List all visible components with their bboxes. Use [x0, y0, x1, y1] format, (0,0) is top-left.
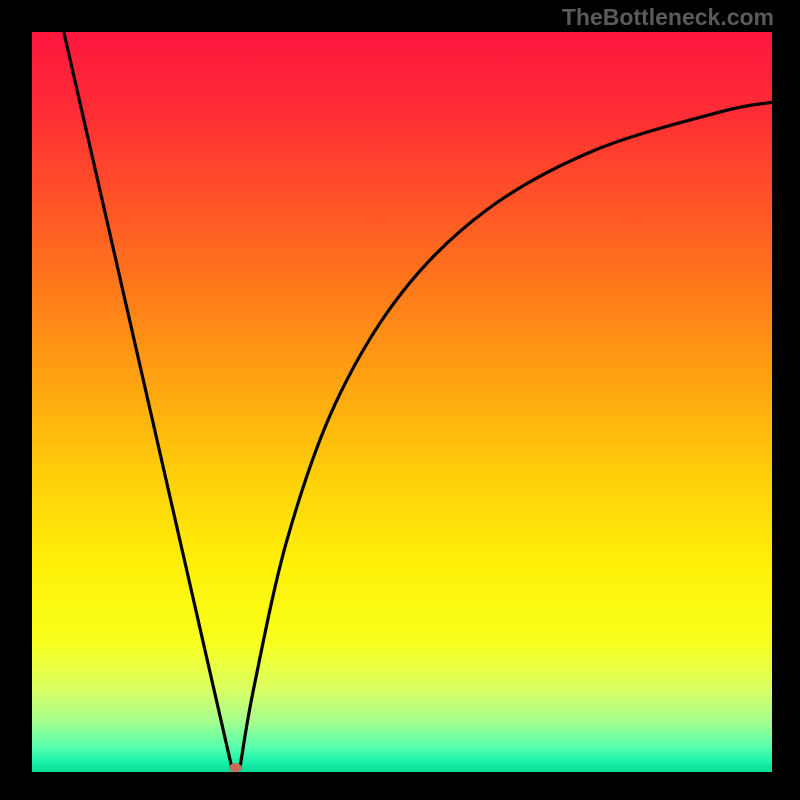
curve-left-branch [64, 32, 232, 768]
watermark-text: TheBottleneck.com [562, 4, 774, 31]
plot-area [32, 32, 772, 772]
vertex-marker [229, 763, 242, 772]
chart-svg [32, 32, 772, 772]
curve-right-branch [240, 102, 772, 767]
chart-frame: TheBottleneck.com [0, 0, 800, 800]
